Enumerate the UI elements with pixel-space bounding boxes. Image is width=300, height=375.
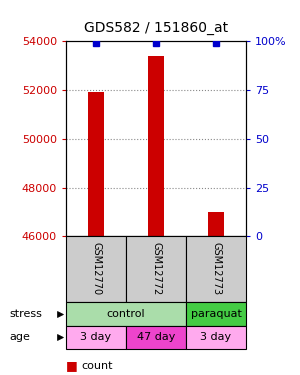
Text: GSM12773: GSM12773 [211, 243, 221, 296]
Text: GSM12770: GSM12770 [91, 243, 101, 296]
Text: control: control [107, 309, 145, 319]
Text: count: count [81, 361, 112, 371]
Text: 3 day: 3 day [200, 332, 232, 342]
Text: 3 day: 3 day [80, 332, 112, 342]
Text: GDS582 / 151860_at: GDS582 / 151860_at [84, 21, 228, 35]
Bar [148, 56, 164, 236]
Text: GSM12772: GSM12772 [151, 243, 161, 296]
Text: 47 day: 47 day [137, 332, 175, 342]
Text: paraquat: paraquat [190, 309, 242, 319]
Text: age: age [9, 332, 30, 342]
Text: ■: ■ [66, 360, 78, 372]
Text: stress: stress [9, 309, 42, 319]
Bar [208, 212, 224, 236]
Bar [88, 93, 104, 236]
